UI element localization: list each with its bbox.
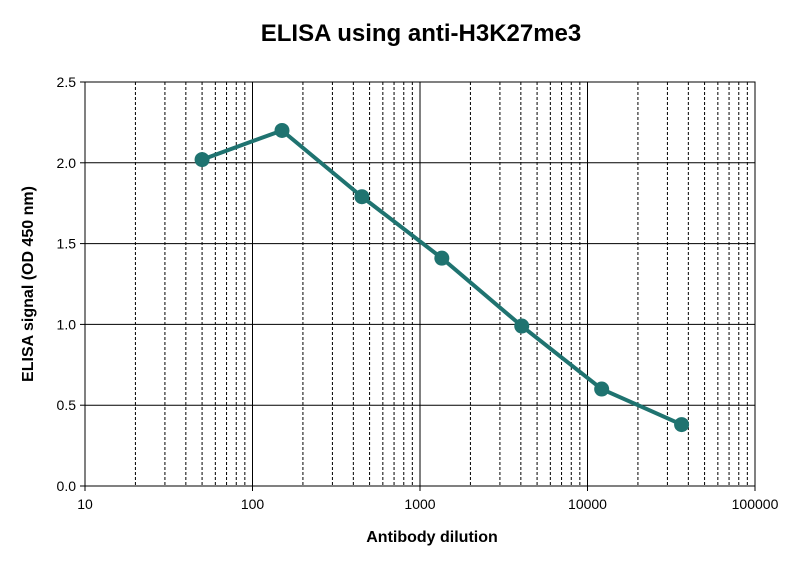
y-tick-label: 1.0 <box>57 316 77 332</box>
x-tick-label: 10000 <box>568 496 607 512</box>
x-tick-label: 1000 <box>404 496 435 512</box>
x-tick-label: 10 <box>77 496 93 512</box>
chart-title: ELISA using anti-H3K27me3 <box>261 20 582 47</box>
x-axis-ticks: 10 100 1000 10000 100000 <box>77 486 779 512</box>
x-tick-label: 100000 <box>732 496 779 512</box>
y-tick-label: 2.5 <box>57 74 77 90</box>
y-tick-label: 0.0 <box>57 478 77 494</box>
data-point <box>674 417 690 433</box>
y-tick-label: 1.5 <box>57 236 77 252</box>
grid <box>85 82 755 486</box>
x-axis-label: Antibody dilution <box>366 529 498 546</box>
series-layer <box>194 122 690 433</box>
y-tick-label: 0.5 <box>57 397 77 413</box>
data-point <box>434 250 450 266</box>
data-point <box>194 152 210 168</box>
data-point <box>274 122 290 138</box>
y-tick-label: 2.0 <box>57 155 77 171</box>
y-axis-ticks: 0.0 0.5 1.0 1.5 2.0 2.5 <box>57 74 85 494</box>
data-point <box>514 318 530 334</box>
data-point <box>354 189 370 205</box>
data-point <box>594 381 610 397</box>
series-line <box>201 128 683 427</box>
x-tick-label: 100 <box>241 496 265 512</box>
y-axis-label: ELISA signal (OD 450 nm) <box>20 186 37 382</box>
